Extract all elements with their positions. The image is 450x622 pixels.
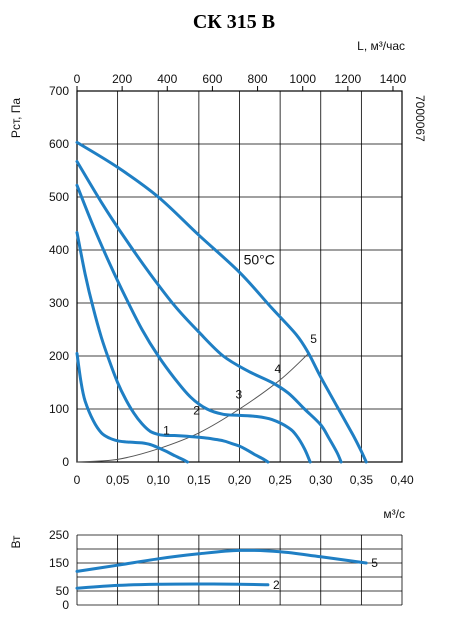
x-tick-label: 0,30 xyxy=(309,473,333,487)
curve-number-label: 5 xyxy=(310,332,317,346)
temperature-label: 50°C xyxy=(244,251,275,267)
x-tick-label: 0,05 xyxy=(106,473,130,487)
fan-curve-5 xyxy=(75,140,368,464)
top-x-tick-label: 800 xyxy=(248,72,268,86)
power-curve-5 xyxy=(75,548,368,573)
y-tick-label: 700 xyxy=(49,84,69,98)
y-tick-label: 400 xyxy=(49,243,69,257)
top-x-tick-label: 1200 xyxy=(334,72,361,86)
power-curve-label: 2 xyxy=(273,578,280,592)
power-plot: 050 150 250 2 5 xyxy=(49,528,403,612)
power-y-axis-label: Вт xyxy=(9,535,23,549)
y-tick-label: 200 xyxy=(49,349,69,363)
top-x-tick-label: 400 xyxy=(157,72,177,86)
top-x-tick-label: 1400 xyxy=(380,72,407,86)
y-tick-label: 300 xyxy=(49,296,69,310)
pressure-plot: 0 0,05 0,10 0,15 0,20 0,25 0,30 0,35 0,40 0 100 200… xyxy=(49,72,414,487)
x-tick-label: 0,25 xyxy=(268,473,292,487)
power-curve-2 xyxy=(75,582,270,590)
y-tick-label: 500 xyxy=(49,190,69,204)
system-curve xyxy=(76,353,309,463)
x-tick-label: 0,15 xyxy=(187,473,211,487)
top-x-tick-label: 0 xyxy=(74,72,81,86)
top-x-tick-label: 200 xyxy=(112,72,132,86)
x-tick-label: 0,20 xyxy=(228,473,252,487)
power-y-tick-label: 150 xyxy=(49,556,69,570)
fan-curve-2 xyxy=(75,231,270,464)
fan-curve-1 xyxy=(75,351,189,464)
power-curve-label: 5 xyxy=(371,556,378,570)
power-y-tick-label: 0 xyxy=(62,598,69,612)
x-tick-label: 0,10 xyxy=(147,473,171,487)
x-tick-label: 0,40 xyxy=(390,473,414,487)
y-tick-label: 0 xyxy=(62,455,69,469)
plot-frame xyxy=(76,90,403,463)
curve-number-label: 3 xyxy=(235,387,242,401)
bottom-axis-label: м³/с xyxy=(383,507,405,521)
power-y-tick-label: 50 xyxy=(56,584,70,598)
fan-curve-4 xyxy=(75,160,343,464)
model-code: 7000067 xyxy=(413,95,427,142)
top-x-tick-label: 1000 xyxy=(289,72,316,86)
curve-number-label: 4 xyxy=(274,362,281,376)
curve-number-label: 1 xyxy=(163,423,170,437)
fan-curve-3 xyxy=(75,183,312,464)
y-tick-label: 600 xyxy=(49,137,69,151)
x-tick-label: 0,35 xyxy=(350,473,374,487)
top-x-tick-label: 600 xyxy=(202,72,222,86)
y-tick-label: 100 xyxy=(49,402,69,416)
curve-number-label: 2 xyxy=(193,403,200,417)
x-tick-label: 0 xyxy=(74,473,81,487)
top-axis-label: L, м³/час xyxy=(357,39,405,53)
y-axis-label: Pст, Па xyxy=(9,98,23,138)
power-y-tick-label: 250 xyxy=(49,528,69,542)
chart-title: СК 315 В xyxy=(193,11,275,33)
